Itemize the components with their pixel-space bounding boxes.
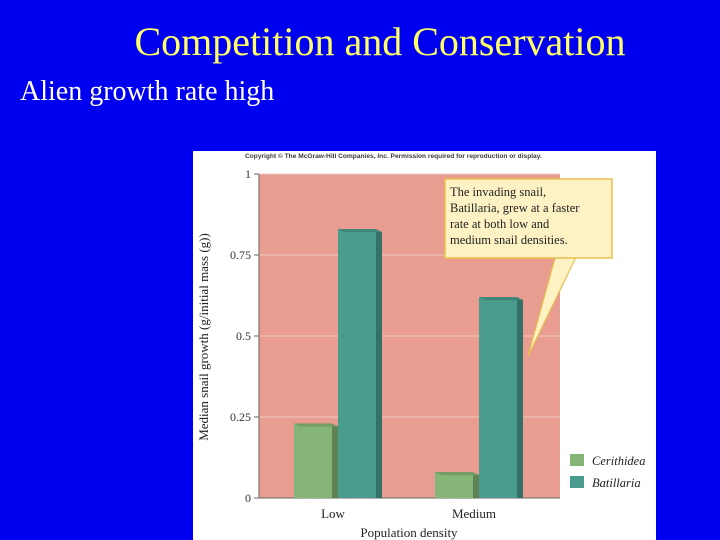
y-tick-label: 0 (245, 491, 251, 505)
x-axis-title: Population density (360, 525, 458, 540)
bar-top (294, 423, 338, 427)
bar-side (473, 472, 479, 498)
chart-figure: Copyright © The McGraw-Hill Companies, I… (193, 151, 656, 540)
bar-side (376, 229, 382, 498)
y-tick-label: 0.5 (236, 329, 251, 343)
bar-cerithidea (435, 472, 473, 498)
bar-chart: 0 0.25 0.5 0.75 1 Low Medium Population density… (196, 167, 645, 540)
slide-subtitle: Alien growth rate high (20, 76, 275, 107)
legend-label-cerithidea: Cerithidea (592, 454, 645, 468)
bar-batillaria (338, 229, 376, 498)
bar-cerithidea (294, 423, 332, 498)
callout-text: The invading snail, (450, 185, 546, 199)
callout-text: rate at both low and (450, 217, 550, 231)
bar-top (338, 229, 382, 233)
bar-batillaria (479, 297, 517, 498)
legend-swatch-batillaria (570, 476, 584, 488)
y-tick-label: 1 (245, 167, 251, 181)
callout-text: medium snail densities. (450, 233, 568, 247)
x-tick-label: Medium (452, 506, 496, 521)
callout-joint (553, 250, 581, 254)
y-axis-title: Median snail growth (g/initial mass (g)) (196, 233, 211, 441)
callout-box (444, 178, 613, 259)
bar-side (517, 297, 523, 498)
y-tick-label: 0.75 (230, 248, 251, 262)
slide-title: Competition and Conservation (134, 19, 626, 64)
bar-top (479, 297, 523, 301)
bar-side (332, 423, 338, 498)
y-tick-label: 0.25 (230, 410, 251, 424)
callout-text: Batillaria, grew at a faster (450, 201, 580, 215)
legend-label-batillaria: Batillaria (592, 476, 641, 490)
copyright-notice: Copyright © The McGraw-Hill Companies, I… (245, 153, 542, 160)
x-tick-label: Low (321, 506, 345, 521)
legend-swatch-cerithidea (570, 454, 584, 466)
bar-top (435, 472, 479, 476)
